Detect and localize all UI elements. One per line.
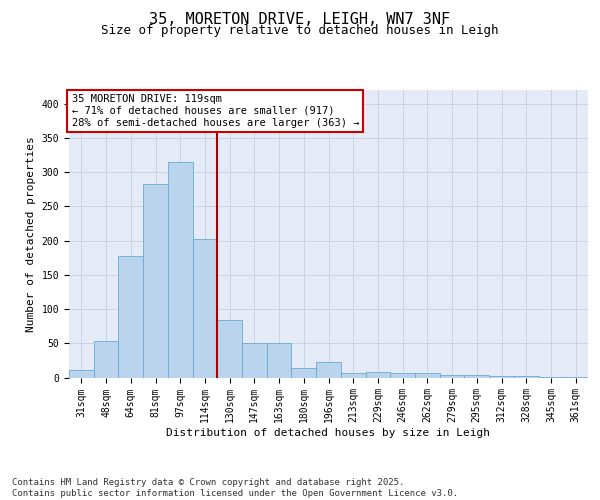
Bar (341, 372, 365, 378)
Bar (292, 368, 316, 378)
Bar (242, 342, 267, 378)
Bar (489, 376, 514, 378)
Bar (316, 362, 341, 378)
Text: 35 MORETON DRIVE: 119sqm
← 71% of detached houses are smaller (917)
28% of semi-: 35 MORETON DRIVE: 119sqm ← 71% of detach… (71, 94, 359, 128)
Bar (390, 374, 415, 378)
X-axis label: Distribution of detached houses by size in Leigh: Distribution of detached houses by size … (167, 428, 491, 438)
Bar (415, 374, 440, 378)
Bar (217, 320, 242, 378)
Text: 35, MORETON DRIVE, LEIGH, WN7 3NF: 35, MORETON DRIVE, LEIGH, WN7 3NF (149, 12, 451, 28)
Bar (464, 376, 489, 378)
Bar (168, 162, 193, 378)
Bar (193, 239, 217, 378)
Bar (118, 256, 143, 378)
Bar (365, 372, 390, 378)
Bar (539, 377, 563, 378)
Bar (267, 344, 292, 378)
Bar (440, 375, 464, 378)
Bar (94, 340, 118, 378)
Y-axis label: Number of detached properties: Number of detached properties (26, 136, 36, 332)
Bar (563, 377, 588, 378)
Bar (514, 376, 539, 378)
Bar (143, 184, 168, 378)
Text: Contains HM Land Registry data © Crown copyright and database right 2025.
Contai: Contains HM Land Registry data © Crown c… (12, 478, 458, 498)
Bar (69, 370, 94, 378)
Text: Size of property relative to detached houses in Leigh: Size of property relative to detached ho… (101, 24, 499, 37)
